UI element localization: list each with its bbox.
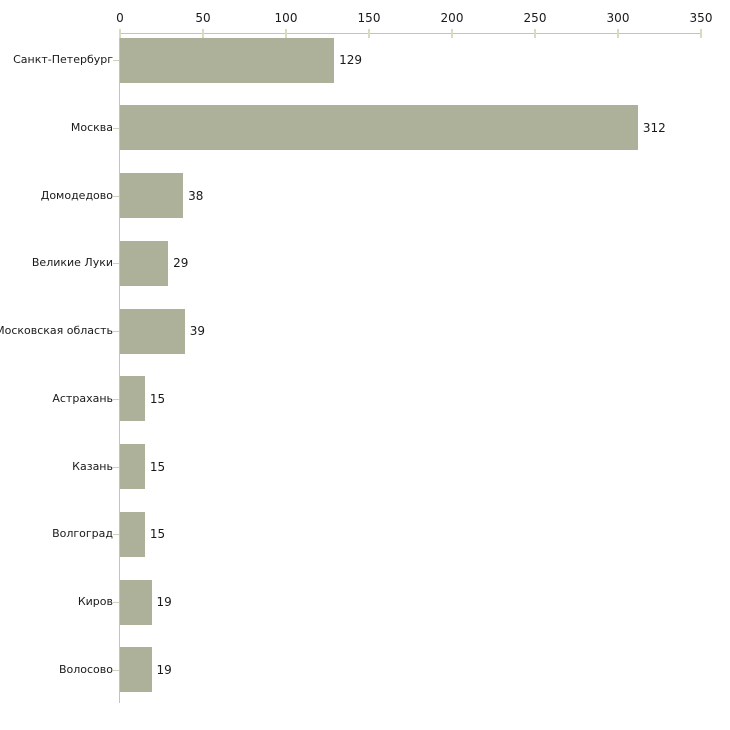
- x-axis-tick-label: 300: [606, 11, 630, 25]
- y-axis-line: [119, 33, 120, 703]
- x-axis-tick-label: 250: [523, 11, 547, 25]
- bar: [120, 37, 335, 83]
- category-label: Киров: [77, 595, 113, 608]
- x-axis-tick-label: 50: [195, 11, 211, 25]
- x-axis-tick-label: 100: [274, 11, 298, 25]
- category-tick: [113, 60, 119, 61]
- bar: [120, 308, 185, 354]
- bar: [120, 444, 145, 489]
- category-tick: [113, 127, 119, 129]
- category-tick: [113, 398, 119, 400]
- value-label: 38: [188, 188, 204, 203]
- x-axis-tick: [700, 29, 702, 38]
- category-label: Великие Луки: [31, 256, 113, 270]
- x-axis-tick-label: 350: [689, 11, 713, 25]
- value-label: 19: [156, 595, 172, 609]
- x-axis-line: [120, 33, 702, 34]
- value-label: 129: [339, 53, 363, 67]
- category-label: Казань: [72, 459, 113, 473]
- value-label: 29: [173, 256, 189, 271]
- bar: [120, 173, 184, 218]
- value-label: 15: [149, 527, 166, 542]
- category-tick: [113, 466, 119, 468]
- category-tick: [113, 602, 119, 603]
- x-axis-tick-label: 200: [440, 11, 464, 25]
- x-axis-tick: [285, 29, 287, 38]
- category-label: Московская область: [0, 324, 113, 337]
- category-label: Волгоград: [52, 527, 113, 541]
- bar: [120, 579, 152, 625]
- x-axis-tick: [451, 29, 453, 38]
- value-label: 15: [149, 391, 166, 406]
- x-axis-tick: [534, 29, 536, 38]
- category-tick: [113, 331, 119, 332]
- bar: [120, 376, 145, 422]
- x-axis-tick-label: 0: [116, 11, 124, 25]
- category-tick: [113, 534, 119, 536]
- category-label: Домодедово: [40, 188, 113, 202]
- value-label: 39: [189, 324, 206, 338]
- x-axis-tick: [202, 29, 204, 38]
- category-label: Волосово: [58, 662, 113, 676]
- value-label: 15: [149, 459, 166, 474]
- bar: [120, 511, 145, 557]
- value-label: 19: [156, 662, 172, 677]
- category-label: Москва: [70, 120, 113, 134]
- category-label: Астрахань: [52, 391, 113, 405]
- category-label: Санкт-Петербург: [13, 53, 113, 66]
- x-axis-tick-label: 150: [357, 11, 381, 25]
- category-tick: [113, 195, 119, 197]
- bar: [120, 105, 638, 151]
- bar: [120, 647, 152, 693]
- x-axis-tick: [368, 29, 370, 38]
- category-tick: [113, 669, 119, 671]
- value-label: 312: [642, 120, 666, 135]
- x-axis-tick: [119, 29, 121, 38]
- category-tick: [113, 263, 119, 265]
- x-axis-tick: [617, 29, 619, 38]
- bar: [120, 240, 169, 286]
